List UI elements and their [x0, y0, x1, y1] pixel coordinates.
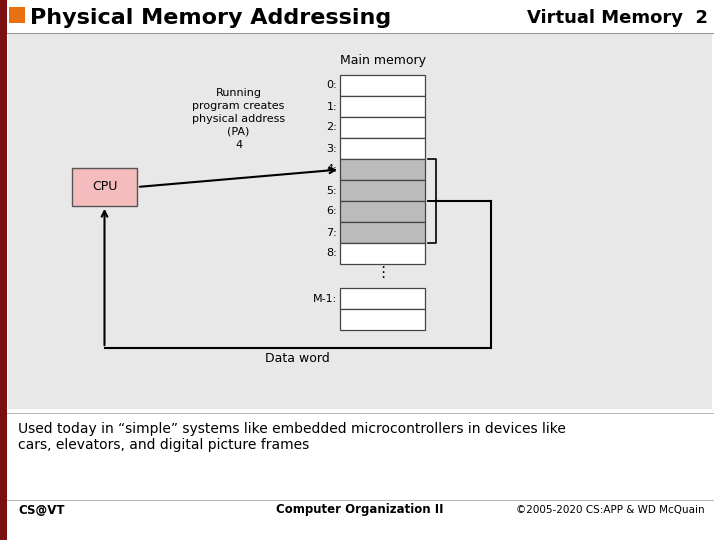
Text: Used today in “simple” systems like embedded microcontrollers in devices like: Used today in “simple” systems like embe… — [18, 422, 566, 436]
Text: 4: 4 — [235, 140, 242, 150]
Text: Computer Organization II: Computer Organization II — [276, 503, 444, 516]
Bar — [9, 7, 25, 23]
Text: 8:: 8: — [326, 248, 337, 259]
Bar — [340, 138, 425, 159]
Text: physical address: physical address — [192, 114, 285, 124]
Text: M-1:: M-1: — [312, 294, 337, 303]
Text: 7:: 7: — [326, 227, 337, 238]
Bar — [340, 117, 425, 138]
Text: (PA): (PA) — [228, 127, 250, 137]
Text: CS@VT: CS@VT — [18, 503, 65, 516]
Text: 6:: 6: — [326, 206, 337, 217]
Bar — [340, 243, 425, 264]
Bar — [340, 159, 425, 180]
Text: Main memory: Main memory — [340, 54, 426, 67]
Text: 5:: 5: — [326, 186, 337, 195]
Text: Physical Memory Addressing: Physical Memory Addressing — [30, 8, 391, 28]
Text: 0:: 0: — [326, 80, 337, 91]
Bar — [340, 180, 425, 201]
Bar — [72, 168, 137, 206]
Text: ⋮: ⋮ — [375, 265, 390, 280]
Text: Virtual Memory  2: Virtual Memory 2 — [527, 9, 708, 27]
Text: CPU: CPU — [92, 180, 117, 193]
Bar — [8, 34, 712, 409]
Text: cars, elevators, and digital picture frames: cars, elevators, and digital picture fra… — [18, 438, 310, 452]
Text: Running: Running — [215, 88, 261, 98]
Text: 4:: 4: — [326, 165, 337, 174]
Bar — [340, 288, 425, 309]
Text: 2:: 2: — [326, 123, 337, 132]
Bar — [340, 222, 425, 243]
Bar — [340, 96, 425, 117]
Text: 1:: 1: — [326, 102, 337, 111]
Text: Data word: Data word — [266, 352, 330, 365]
Bar — [0, 0, 7, 540]
Text: ©2005-2020 CS:APP & WD McQuain: ©2005-2020 CS:APP & WD McQuain — [516, 505, 705, 515]
Bar — [340, 201, 425, 222]
Bar — [340, 309, 425, 330]
Text: 3:: 3: — [326, 144, 337, 153]
Text: program creates: program creates — [192, 101, 284, 111]
Bar — [340, 75, 425, 96]
